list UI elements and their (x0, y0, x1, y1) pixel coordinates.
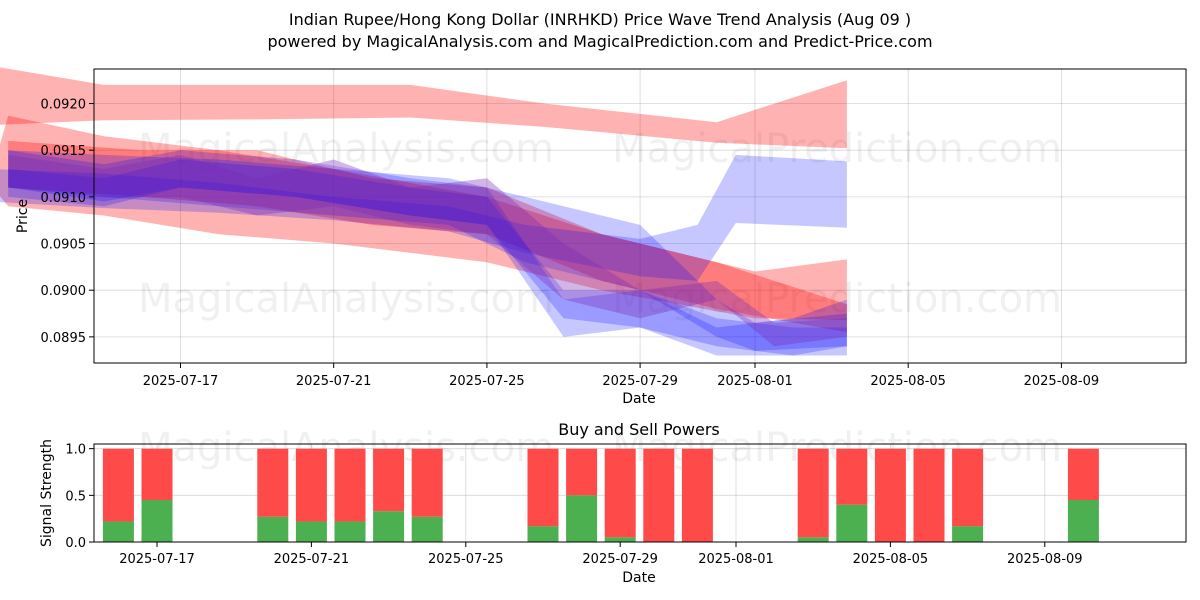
bar-x-tick-label: 2025-08-09 (1007, 552, 1083, 567)
blue-prediction-band (0, 154, 847, 281)
buy-bar (141, 500, 173, 542)
sell-bar (836, 448, 868, 505)
main-x-tick-label: 2025-07-29 (602, 374, 678, 389)
sell-bar (566, 448, 598, 496)
sell-bar (527, 448, 559, 527)
blue-prediction-band (8, 159, 847, 356)
buy-bar (295, 521, 327, 542)
watermark-text: MagicalPrediction.com (612, 126, 1062, 172)
bar-x-tick-label: 2025-07-17 (119, 552, 195, 567)
bar-plot-frame (93, 443, 1187, 543)
overlap-prediction-band (8, 154, 847, 347)
buy-bar (257, 516, 289, 542)
bar-x-label: Date (622, 570, 655, 586)
sell-bar (373, 448, 405, 512)
sell-bar (797, 448, 829, 538)
bars (102, 448, 1099, 542)
buy-bar (102, 521, 134, 542)
sell-bar (1067, 448, 1099, 500)
bar-x-tick-label: 2025-07-29 (582, 552, 658, 567)
blue-prediction-band (8, 150, 847, 351)
main-grid (94, 69, 1186, 363)
main-y-label: Price (15, 199, 31, 233)
buy-bar (411, 516, 443, 542)
sell-bar (952, 448, 984, 527)
chart-subtitle: powered by MagicalAnalysis.com and Magic… (267, 32, 932, 51)
main-y-tick-label: 0.0895 (41, 331, 87, 346)
bar-y-tick-label: 1.0 (65, 443, 86, 458)
buy-bar (604, 537, 636, 542)
sell-bar (257, 448, 289, 517)
bar-x-tick-label: 2025-07-25 (428, 552, 504, 567)
watermark-text: MagicalPrediction.com (612, 276, 1062, 322)
watermark-text: MagicalAnalysis.com (138, 276, 554, 322)
buy-bar (527, 526, 559, 542)
chart-title: Indian Rupee/Hong Kong Dollar (INRHKD) P… (289, 10, 911, 29)
main-y-tick-label: 0.0900 (41, 284, 87, 299)
sell-bar (411, 448, 443, 517)
sell-bar (295, 448, 327, 522)
sell-bar (141, 448, 173, 500)
bar-x-tick-label: 2025-07-21 (274, 552, 350, 567)
sell-bar (681, 448, 713, 542)
main-y-tick-label: 0.0905 (41, 238, 87, 253)
sell-bar (334, 448, 366, 522)
buy-bar (566, 495, 598, 542)
buy-bar (1067, 500, 1099, 542)
bar-y-tick-label: 0.5 (65, 489, 86, 504)
buy-sell-chart: Buy and Sell Powers MagicalAnalysis.com M… (39, 420, 1187, 586)
sell-bar (643, 448, 675, 542)
main-watermarks: MagicalAnalysis.com MagicalPrediction.com… (138, 126, 1062, 322)
sell-bar (102, 448, 134, 522)
bar-chart-title: Buy and Sell Powers (558, 420, 720, 439)
bar-x-axis: 2025-07-17 2025-07-21 2025-07-25 2025-07-29… (119, 542, 1083, 567)
main-x-label: Date (622, 391, 655, 407)
main-x-tick-label: 2025-07-17 (143, 374, 219, 389)
red-prediction-band (0, 67, 847, 149)
bar-y-tick-label: 0.0 (65, 536, 86, 551)
main-x-tick-label: 2025-07-25 (449, 374, 525, 389)
main-y-axis: 0.0895 0.0900 0.0905 0.0910 0.0915 0.0920 (41, 98, 94, 346)
main-bands (0, 67, 847, 356)
watermark-text: MagicalAnalysis.com (138, 126, 554, 172)
bar-x-tick-label: 2025-08-05 (853, 552, 929, 567)
red-prediction-band (0, 115, 847, 321)
main-x-tick-label: 2025-08-01 (717, 374, 793, 389)
main-x-tick-label: 2025-08-09 (1024, 374, 1100, 389)
bar-x-tick-label: 2025-08-01 (698, 552, 774, 567)
main-y-tick-label: 0.0920 (41, 98, 87, 113)
red-prediction-band (8, 140, 847, 333)
buy-bar (373, 511, 405, 542)
sell-bar (913, 448, 945, 542)
buy-bar (836, 504, 868, 542)
buy-bar (952, 526, 984, 542)
bar-y-label: Signal Strength (39, 439, 55, 547)
main-y-tick-label: 0.0915 (41, 144, 87, 159)
buy-bar (334, 521, 366, 542)
blue-prediction-band (8, 150, 847, 356)
buy-bar (797, 537, 829, 542)
main-x-axis: 2025-07-17 2025-07-21 2025-07-25 2025-07-29… (143, 363, 1099, 389)
main-y-tick-label: 0.0910 (41, 191, 87, 206)
main-price-chart: MagicalAnalysis.com MagicalPrediction.com… (0, 67, 1187, 407)
sell-bar (874, 448, 906, 542)
main-x-tick-label: 2025-08-05 (870, 374, 946, 389)
bar-y-axis: 0.0 0.5 1.0 (65, 443, 94, 551)
sell-bar (604, 448, 636, 538)
main-x-tick-label: 2025-07-21 (296, 374, 372, 389)
